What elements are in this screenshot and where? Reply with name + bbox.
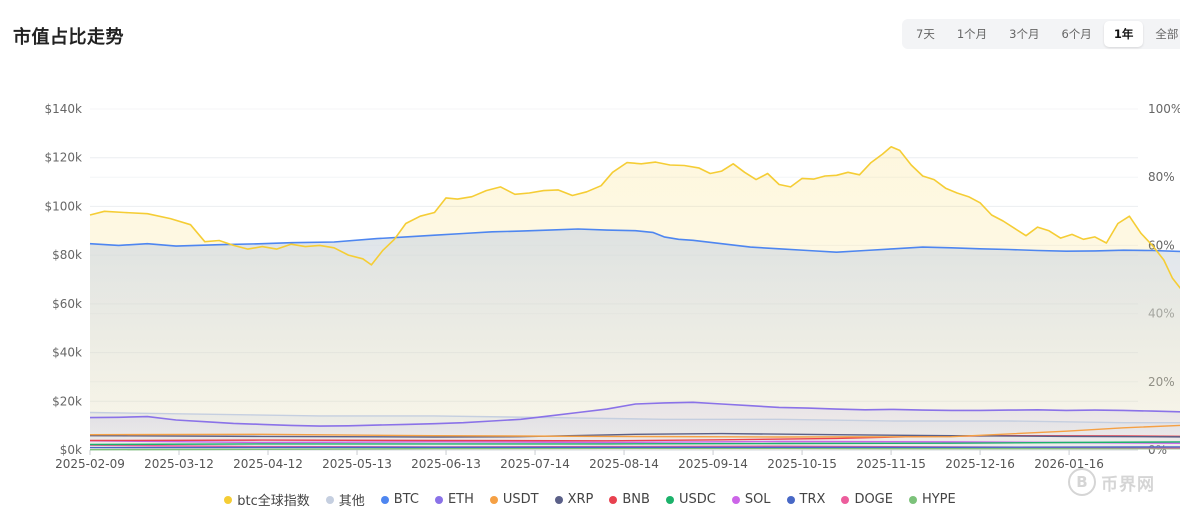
- watermark-logo-icon: B: [1068, 468, 1096, 496]
- legend-dot-icon: [224, 495, 233, 504]
- legend-label: BNB: [622, 492, 650, 507]
- series-area-btc: [90, 229, 1180, 450]
- legend-label: USDT: [502, 492, 539, 507]
- y-left-tick-label: $100k: [45, 199, 83, 213]
- legend-dot-icon: [434, 495, 443, 504]
- chart-legend: btc全球指数 其他 BTC ETH USDT XRP BNB USDC SOL TRX DOGE H…: [0, 490, 1180, 509]
- series-line-btc-index: [89, 146, 1180, 290]
- legend-label: ETH: [447, 492, 474, 507]
- legend-item-others[interactable]: 其他: [325, 490, 365, 509]
- series-line-usdt: [89, 424, 1180, 438]
- legend-item-btc[interactable]: BTC: [380, 492, 419, 507]
- page-title: 市值占比走势: [13, 27, 124, 48]
- series-line-usdc: [89, 441, 1180, 446]
- x-tick-label: 2026-01-16: [1034, 457, 1104, 471]
- series-line-others: [89, 411, 1180, 424]
- legend-item-usdc[interactable]: USDC: [665, 492, 716, 507]
- legend-dot-icon: [665, 495, 674, 504]
- x-tick-label: 2025-12-16: [945, 457, 1015, 471]
- x-tick-label: 2025-09-14: [678, 457, 748, 471]
- tab-6m[interactable]: 6个月: [1061, 27, 1092, 41]
- legend-item-bnb[interactable]: BNB: [609, 492, 650, 507]
- legend-dot-icon: [554, 495, 563, 504]
- legend-dot-icon: [786, 495, 795, 504]
- x-tick-label: 2025-07-14: [500, 457, 570, 471]
- tab-7d[interactable]: 7天: [916, 27, 935, 41]
- watermark: B 币界网: [1068, 468, 1155, 496]
- legend-dot-icon: [609, 495, 618, 504]
- y-left-tick-label: $0k: [60, 443, 82, 457]
- x-tick-label: 2025-03-12: [144, 457, 214, 471]
- series-line-btc: [89, 228, 1180, 253]
- legend-item-btc-index[interactable]: btc全球指数: [224, 490, 310, 509]
- x-tick-label: 2025-11-15: [856, 457, 926, 471]
- x-tick-label: 2025-08-14: [589, 457, 659, 471]
- legend-label: XRP: [567, 492, 594, 507]
- legend-dot-icon: [380, 495, 389, 504]
- legend-dot-icon: [489, 495, 498, 504]
- legend-label: HYPE: [921, 492, 956, 507]
- legend-label: btc全球指数: [237, 494, 310, 509]
- y-left-tick-label: $20k: [52, 394, 82, 408]
- series-line-trx: [89, 446, 1180, 449]
- tab-3m[interactable]: 3个月: [1009, 27, 1040, 41]
- legend-label: DOGE: [854, 492, 893, 507]
- time-range-tabs: 7天 1个月 3个月 6个月 1年 全部: [902, 19, 1180, 49]
- tab-1m[interactable]: 1个月: [956, 27, 988, 41]
- tab-all[interactable]: 全部: [1155, 27, 1179, 41]
- legend-item-sol[interactable]: SOL: [731, 492, 771, 507]
- watermark-text: 币界网: [1101, 474, 1155, 495]
- x-tick-label: 2025-10-15: [767, 457, 837, 471]
- x-tick-label: 2025-04-12: [233, 457, 303, 471]
- tab-1y[interactable]: 1年: [1103, 21, 1144, 47]
- x-tick-label: 2025-02-09: [55, 457, 125, 471]
- y-left-tick-label: $140k: [45, 102, 83, 116]
- legend-item-usdt[interactable]: USDT: [489, 492, 539, 507]
- y-right-tick-label: 80%: [1148, 170, 1175, 184]
- y-right-tick-label: 100%: [1148, 102, 1180, 116]
- market-share-chart: $0k$20k$40k$60k$80k$100k$120k$140k0%20%4…: [45, 102, 1180, 471]
- y-left-tick-label: $60k: [52, 297, 82, 311]
- legend-item-eth[interactable]: ETH: [434, 492, 474, 507]
- legend-label: 其他: [338, 494, 365, 509]
- legend-label: TRX: [799, 492, 826, 507]
- legend-dot-icon: [841, 495, 850, 504]
- x-tick-label: 2025-05-13: [322, 457, 392, 471]
- legend-dot-icon: [908, 495, 917, 504]
- legend-item-hype[interactable]: HYPE: [908, 492, 956, 507]
- legend-label: BTC: [393, 492, 419, 507]
- legend-dot-icon: [731, 495, 740, 504]
- y-left-tick-label: $80k: [52, 248, 82, 262]
- x-tick-label: 2025-06-13: [411, 457, 481, 471]
- legend-label: USDC: [678, 492, 716, 507]
- legend-item-doge[interactable]: DOGE: [841, 492, 893, 507]
- series-line-hype: [89, 447, 1180, 451]
- legend-dot-icon: [325, 495, 334, 504]
- legend-item-trx[interactable]: TRX: [786, 492, 826, 507]
- legend-label: SOL: [744, 492, 771, 507]
- y-left-tick-label: $120k: [45, 151, 83, 165]
- series-line-eth: [89, 401, 1180, 427]
- series-line-xrp: [89, 432, 1180, 438]
- y-left-tick-label: $40k: [52, 346, 82, 360]
- legend-item-xrp[interactable]: XRP: [554, 492, 594, 507]
